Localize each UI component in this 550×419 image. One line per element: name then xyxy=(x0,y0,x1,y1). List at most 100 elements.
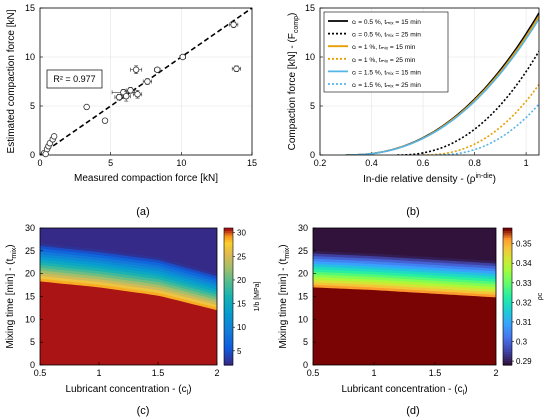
c-colorbar-cell xyxy=(224,255,233,259)
c-ytick-label: 25 xyxy=(25,246,35,256)
c-colorbar-cell xyxy=(224,287,233,291)
c-colorbar-cell xyxy=(224,310,233,314)
a-point xyxy=(115,93,123,101)
d-ylabel-sub: mix xyxy=(284,247,291,258)
c-colorbar-cell xyxy=(224,278,233,282)
d-colorbar-tick-label: 0.34 xyxy=(516,259,532,268)
d-colorbar-cell xyxy=(503,307,512,311)
d-colorbar-cell xyxy=(503,346,512,350)
d-colorbar-cell xyxy=(503,303,512,307)
a-point xyxy=(154,66,161,73)
c-colorbar-cell xyxy=(224,307,233,311)
d-colorbar-cell xyxy=(503,351,512,355)
d-colorbar-cell xyxy=(503,328,512,332)
c-colorbar-cell xyxy=(224,326,233,330)
d-xtick-label: 2 xyxy=(493,368,498,378)
d-ytick-label: 30 xyxy=(298,223,308,233)
a-point xyxy=(123,92,130,100)
a-point xyxy=(83,103,90,111)
c-colorbar-cell xyxy=(224,269,233,272)
b-legend-label: cₗ = 1 %, tₘᵢₓ = 15 min xyxy=(352,44,416,51)
d-xlabel: Lubricant concentration - (cl) xyxy=(341,384,467,397)
d-ytick-label: 25 xyxy=(298,246,308,256)
d-colorbar-cell xyxy=(503,296,512,300)
c-colorbar-cell xyxy=(224,271,233,275)
c-colorbar-tick-label: 20 xyxy=(237,276,246,285)
c-contour-base xyxy=(40,281,217,365)
c-colorbar-cell xyxy=(224,259,233,263)
d-colorbar-tick-label: 0.32 xyxy=(516,298,532,307)
c-colorbar-cell xyxy=(224,250,233,254)
a-xtick-label: 10 xyxy=(176,158,186,168)
d-colorbar-cell xyxy=(503,358,512,362)
d-colorbar-cell xyxy=(503,248,512,252)
c-colorbar-cell xyxy=(224,291,233,295)
a-point xyxy=(132,66,140,73)
c-colorbar-cell xyxy=(224,321,233,325)
a-ytick-label: 0 xyxy=(30,150,35,160)
d-colorbar-cell xyxy=(503,241,512,245)
a-xtick-label: 5 xyxy=(108,158,113,168)
panel-label-c: (c) xyxy=(137,405,150,417)
d-frame xyxy=(312,227,497,366)
a-frame xyxy=(39,7,253,156)
d-colorbar-cell xyxy=(503,337,512,341)
c-colorbar-cell xyxy=(224,339,233,343)
d-colorbar-cell xyxy=(503,289,512,293)
a-point xyxy=(233,65,240,72)
d-colorbar-cell xyxy=(503,353,512,357)
d-colorbar-cell xyxy=(503,264,512,268)
c-xlabel-end: ) xyxy=(188,384,191,395)
c-ylabel-sub: mix xyxy=(11,247,18,258)
c-colorbar-cell xyxy=(224,355,233,359)
d-colorbar-cell xyxy=(503,246,512,250)
d-colorbar-cell xyxy=(503,278,512,282)
d-colorbar-tick-label: 0.29 xyxy=(516,357,532,366)
d-colorbar-cell xyxy=(503,314,512,318)
c-colorbar-cell xyxy=(224,280,233,284)
d-colorbar-cell xyxy=(503,257,512,261)
b-xlabel-main: In-die relative density - (ρ xyxy=(363,174,476,185)
d-colorbar-cell xyxy=(503,275,512,279)
d-xlabel-sub: l xyxy=(463,390,465,397)
d-xlabel-main: Lubricant concentration - (c xyxy=(341,384,462,395)
c-colorbar-cell xyxy=(224,317,233,320)
d-colorbar-cell xyxy=(503,243,512,247)
d-ytick-label: 15 xyxy=(298,292,308,302)
d-colorbar-label: ρc xyxy=(537,292,544,300)
c-xtick-label: 0.5 xyxy=(34,368,47,378)
c-colorbar-cell xyxy=(224,358,233,362)
b-xtick-label: 0.4 xyxy=(365,158,378,168)
d-colorbar-cell xyxy=(503,342,512,346)
c-colorbar-cell xyxy=(224,241,233,245)
b-xtick-label: 1 xyxy=(524,158,529,168)
d-colorbar-cell xyxy=(503,323,512,327)
b-legend xyxy=(323,11,449,93)
b-xtick-label: 0.8 xyxy=(468,158,481,168)
b-xlabel-sup: in-die xyxy=(475,173,492,180)
c-ytick-label: 5 xyxy=(30,337,35,347)
b-xlabel-end: ) xyxy=(493,174,496,185)
c-colorbar-cell xyxy=(224,330,233,334)
b-ylabel-end: ) xyxy=(287,13,298,16)
c-colorbar-cell xyxy=(224,319,233,323)
d-colorbar-cell xyxy=(503,326,512,330)
c-colorbar-cell xyxy=(224,351,233,355)
d-ylabel: Mixing time [min] - (tmix) xyxy=(278,244,291,348)
d-colorbar-cell xyxy=(503,294,512,298)
c-colorbar-cell xyxy=(224,275,233,279)
d-colorbar-tick-label: 0.31 xyxy=(516,318,532,327)
a-xlabel: Measured compaction force [kN] xyxy=(74,173,218,184)
c-colorbar-cell xyxy=(224,234,233,238)
d-ytick-label: 10 xyxy=(298,314,308,324)
c-ylabel-main: Mixing time [min] - (t xyxy=(5,258,16,348)
d-colorbar-cell xyxy=(503,355,512,359)
c-colorbar-cell xyxy=(224,257,233,261)
c-colorbar-cell xyxy=(224,360,233,364)
d-colorbar xyxy=(502,227,513,366)
c-colorbar-cell xyxy=(224,273,233,277)
d-colorbar-cell xyxy=(503,344,512,348)
